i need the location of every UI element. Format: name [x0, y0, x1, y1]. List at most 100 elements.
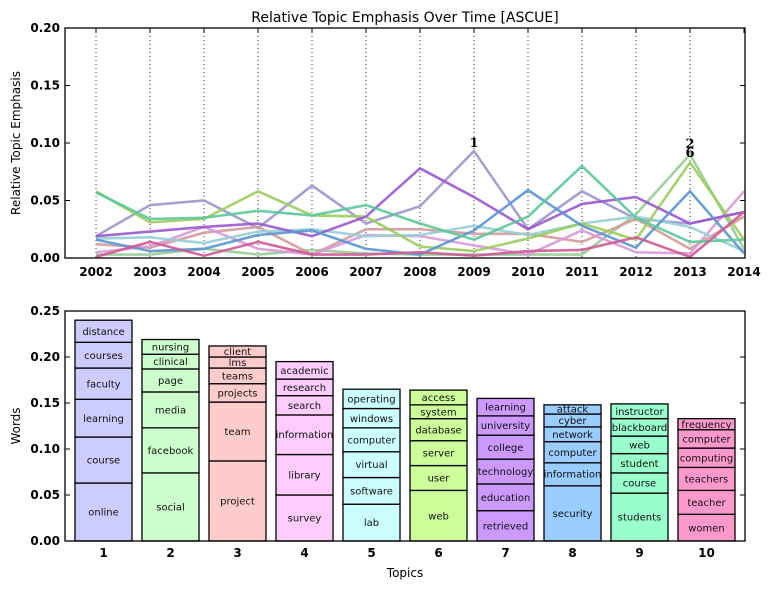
y-tick-label: 0.25: [30, 304, 60, 318]
x-axis-ticks: 2002 2003 2004 2005 2006 2007 2008 2009 2010 2011…: [79, 28, 761, 279]
word-label: clinical: [153, 357, 188, 368]
x-tick-label: 2: [166, 546, 174, 560]
stacked-bars: online course learning faculty courses distan…: [74, 319, 736, 542]
word-label: learning: [83, 414, 124, 425]
x-tick-label: 8: [568, 546, 576, 560]
word-label: college: [488, 443, 524, 454]
bar-segment: [141, 391, 200, 429]
word-label: women: [688, 523, 725, 534]
x-tick-label: 4: [300, 546, 308, 560]
x-tick-label: 2002: [79, 265, 112, 279]
bar-topic-4: survey library information search research ac…: [275, 360, 334, 542]
word-label: search: [288, 401, 321, 412]
y-tick-label: 0.15: [30, 396, 60, 410]
x-tick-label: 1: [99, 546, 107, 560]
word-label: page: [158, 376, 183, 387]
bar-topic-9: students course student web blackboard instru…: [610, 403, 669, 542]
bar-segment: [342, 388, 401, 410]
word-label: server: [423, 449, 456, 460]
word-label: university: [481, 421, 531, 432]
word-label: research: [283, 383, 326, 394]
bar-topic-5: lab software virtual computer windows operati…: [342, 388, 401, 542]
x-tick-label: 2012: [619, 265, 652, 279]
peak-annotations: 1 26: [469, 136, 694, 161]
word-label: courses: [84, 351, 123, 362]
word-label: web: [629, 440, 650, 451]
bar-segment: [409, 389, 468, 406]
word-label: virtual: [356, 460, 388, 471]
bar-segment: [476, 397, 535, 417]
bar-segment: [74, 398, 133, 438]
topic-line-10: [95, 210, 745, 259]
topic-line-7: [95, 166, 745, 238]
bar-segment: [275, 453, 334, 496]
x-tick-label: 3: [233, 546, 241, 560]
bar-segment: [677, 417, 736, 431]
bar-segment: [275, 360, 334, 380]
x-tick-label: 2003: [133, 265, 166, 279]
word-label: course: [623, 479, 656, 490]
y-tick-label: 0.15: [30, 79, 60, 93]
word-label: faculty: [86, 379, 120, 390]
bar-topic-10: women teacher teachers computing computer fre…: [677, 417, 736, 542]
word-label: computer: [347, 435, 396, 446]
x-axis-ticks: 1 2 3 4 5 6 7 8 9 10: [99, 546, 715, 560]
word-label: nursing: [152, 342, 189, 353]
word-label: client: [224, 347, 252, 358]
plot-frame: [64, 310, 746, 542]
word-label: course: [87, 456, 120, 467]
word-label: user: [428, 474, 451, 485]
bar-segment: [141, 338, 200, 355]
y-tick-label: 0.10: [30, 136, 60, 150]
x-tick-label: 2009: [457, 265, 490, 279]
bar-segment: [610, 403, 669, 420]
word-label: windows: [350, 414, 393, 425]
word-label: lms: [229, 358, 247, 369]
bar-segment: [74, 436, 133, 484]
word-label: academic: [280, 366, 328, 377]
x-tick-label: 10: [698, 546, 715, 560]
x-tick-label: 9: [635, 546, 643, 560]
word-label: facebook: [148, 446, 194, 457]
y-tick-label: 0.00: [30, 251, 60, 265]
bar-segment: [74, 367, 133, 400]
word-label: instructor: [615, 407, 664, 418]
y-tick-label: 0.05: [30, 488, 60, 502]
bar-segment: [476, 509, 535, 542]
x-tick-label: 2011: [565, 265, 598, 279]
y-axis-label: Words: [9, 407, 23, 444]
word-label: technology: [478, 467, 534, 478]
word-label: teams: [222, 371, 253, 382]
annotation-1: 1: [469, 136, 478, 151]
word-label: social: [156, 503, 185, 514]
word-label: media: [155, 406, 186, 417]
x-axis-label: Topics: [386, 566, 423, 580]
x-tick-label: 2004: [187, 265, 220, 279]
word-label: computer: [548, 448, 597, 459]
word-label: team: [225, 427, 251, 438]
word-label: online: [88, 508, 119, 519]
word-label: distance: [82, 327, 124, 338]
y-tick-label: 0.20: [30, 21, 60, 35]
topic-line-9: [95, 164, 745, 244]
y-axis-label: Relative Topic Emphasis: [9, 71, 23, 215]
word-label: projects: [218, 388, 258, 399]
x-tick-label: 2007: [349, 265, 382, 279]
bar-segment: [476, 458, 535, 485]
bar-segment: [677, 513, 736, 542]
word-label: cyber: [558, 416, 587, 427]
bar-segment: [74, 319, 133, 343]
y-tick-label: 0.00: [30, 534, 60, 548]
topic-lines: [95, 149, 746, 259]
bar-segment: [141, 472, 200, 542]
word-label: database: [415, 425, 461, 436]
x-tick-label: 7: [501, 546, 509, 560]
annotation-2: 2: [685, 137, 694, 152]
word-label: student: [620, 459, 658, 470]
word-label: access: [422, 393, 456, 404]
bar-segment: [342, 476, 401, 505]
bar-topic-6: web user server database system access: [409, 389, 468, 542]
word-label: retrieved: [483, 521, 528, 532]
